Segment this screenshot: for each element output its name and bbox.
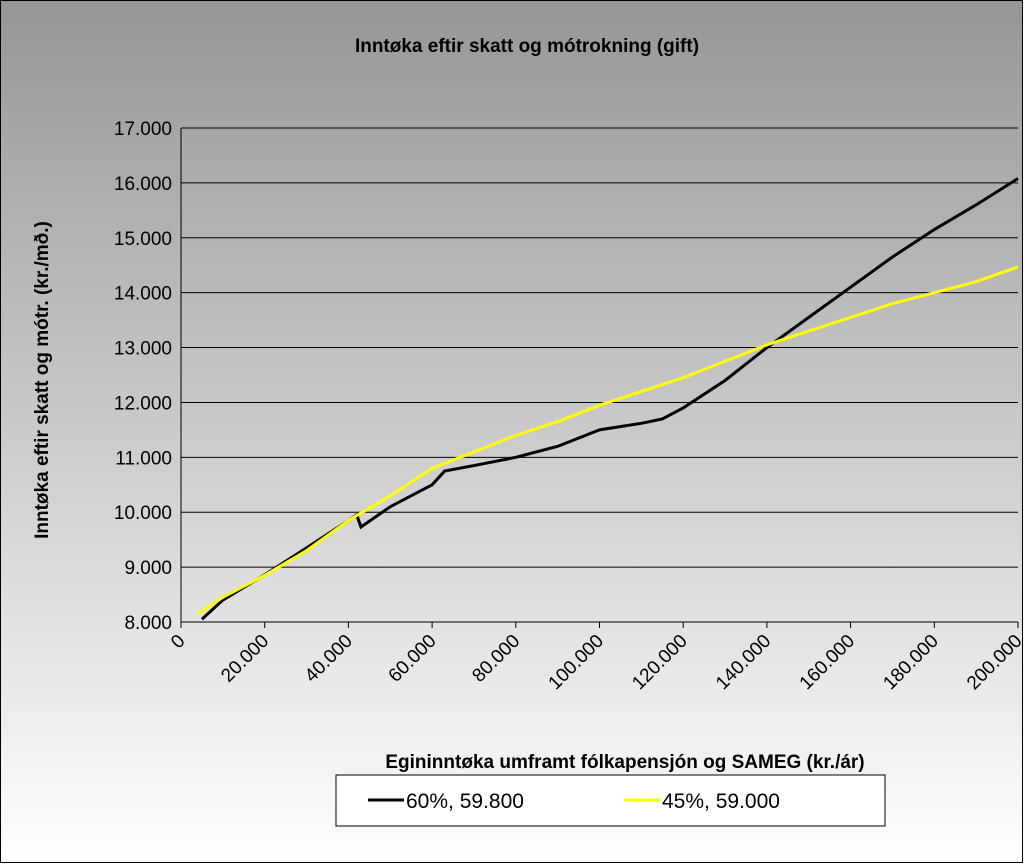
x-axis-label: Egininntøka umframt fólkapensjón og SAME… — [385, 752, 864, 773]
y-tick-label: 14.000 — [114, 284, 172, 305]
y-axis-label: Inntøka eftir skatt og mótr. (kr./mð.) — [32, 221, 53, 539]
legend-label: 60%, 59.800 — [406, 790, 524, 813]
y-tick-label: 12.000 — [114, 393, 172, 414]
series-line — [196, 265, 1019, 616]
y-tick-label: 8.000 — [124, 613, 172, 634]
y-tick-label: 9.000 — [124, 558, 172, 579]
legend — [335, 774, 886, 827]
y-tick-label: 13.000 — [114, 339, 172, 360]
chart-title: Inntøka eftir skatt og mótrokning (gift) — [355, 36, 699, 57]
y-tick-label: 10.000 — [114, 503, 172, 524]
legend-label: 45%, 59.000 — [662, 790, 780, 813]
y-tick-label: 17.000 — [114, 119, 172, 140]
y-tick-label: 15.000 — [114, 229, 172, 250]
y-tick-label: 16.000 — [114, 174, 172, 195]
y-tick-label: 11.000 — [115, 448, 172, 469]
